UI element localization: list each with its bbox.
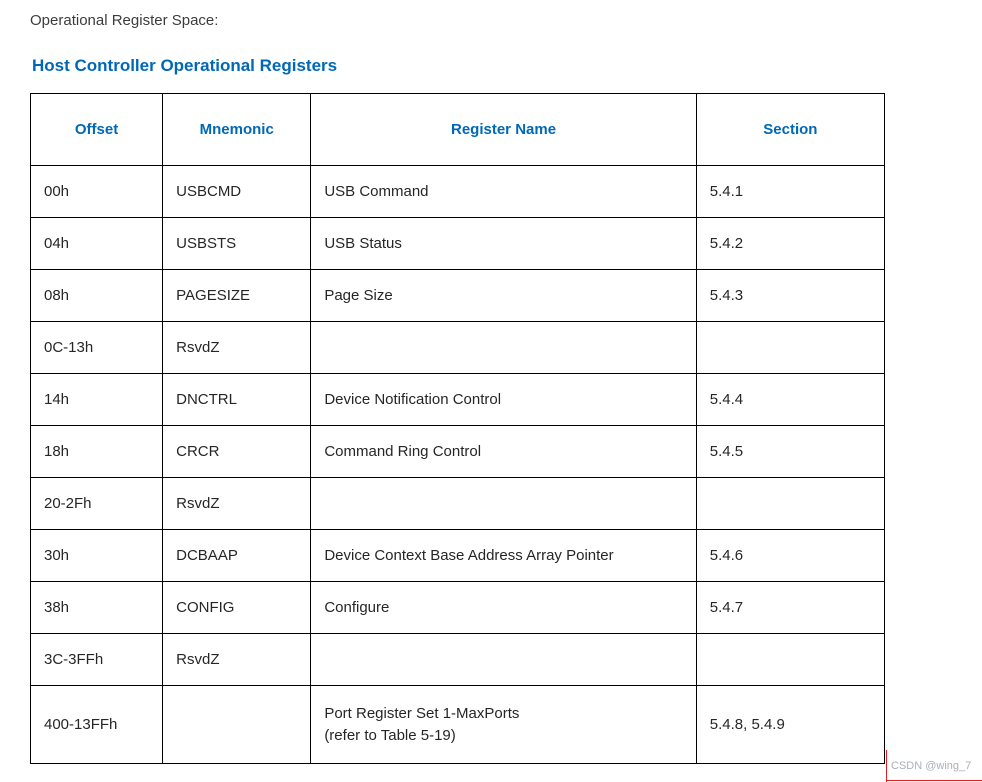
- cell-register-name: Port Register Set 1-MaxPorts (refer to T…: [310, 685, 697, 764]
- table-row: 0C-13h RsvdZ: [29, 321, 886, 374]
- table-row: 20-2Fh RsvdZ: [29, 477, 886, 530]
- table-body: 00h USBCMD USB Command 5.4.1 04h USBSTS …: [29, 165, 886, 764]
- cell-offset: 18h: [29, 425, 164, 478]
- header-register-name: Register Name: [310, 93, 697, 166]
- table-row: 04h USBSTS USB Status 5.4.2: [29, 217, 886, 270]
- cell-offset: 04h: [29, 217, 164, 270]
- header-row: Offset Mnemonic Register Name Section: [29, 93, 886, 166]
- intro-text: Operational Register Space:: [30, 12, 219, 29]
- cell-mnemonic: USBCMD: [162, 165, 312, 218]
- table-header: Offset Mnemonic Register Name Section: [29, 93, 886, 166]
- cell-section: [695, 477, 886, 530]
- table-title: Host Controller Operational Registers: [32, 56, 338, 75]
- cell-register-name: [310, 321, 697, 374]
- cell-register-name: [310, 477, 697, 530]
- cell-register-name: Device Notification Control: [310, 373, 697, 426]
- cell-section: [695, 321, 886, 374]
- crop-mark-horizontal: [886, 780, 982, 781]
- table-row: 18h CRCR Command Ring Control 5.4.5: [29, 425, 886, 478]
- cell-section: 5.4.8, 5.4.9: [695, 685, 886, 764]
- cell-offset: 38h: [29, 581, 164, 634]
- cell-section: 5.4.7: [695, 581, 886, 634]
- cell-mnemonic: DNCTRL: [162, 373, 312, 426]
- cell-offset: 20-2Fh: [29, 477, 164, 530]
- cell-register-name: [310, 633, 697, 686]
- cell-mnemonic: RsvdZ: [162, 321, 312, 374]
- cell-mnemonic: CONFIG: [162, 581, 312, 634]
- table-row: 400-13FFh Port Register Set 1-MaxPorts (…: [29, 685, 886, 764]
- table-row: 14h DNCTRL Device Notification Control 5…: [29, 373, 886, 426]
- header-mnemonic: Mnemonic: [162, 93, 312, 166]
- table-row: 00h USBCMD USB Command 5.4.1: [29, 165, 886, 218]
- registers-table: Offset Mnemonic Register Name Section 00…: [29, 93, 886, 764]
- cell-mnemonic: USBSTS: [162, 217, 312, 270]
- cell-offset: 08h: [29, 269, 164, 322]
- cell-section: 5.4.6: [695, 529, 886, 582]
- cell-section: 5.4.4: [695, 373, 886, 426]
- cell-section: [695, 633, 886, 686]
- cell-section: 5.4.2: [695, 217, 886, 270]
- cell-register-name: Device Context Base Address Array Pointe…: [310, 529, 697, 582]
- cell-mnemonic: PAGESIZE: [162, 269, 312, 322]
- cell-mnemonic: RsvdZ: [162, 633, 312, 686]
- table-row: 38h CONFIG Configure 5.4.7: [29, 581, 886, 634]
- cell-offset: 3C-3FFh: [29, 633, 164, 686]
- cell-section: 5.4.3: [695, 269, 886, 322]
- cell-offset: 00h: [29, 165, 164, 218]
- cell-mnemonic: DCBAAP: [162, 529, 312, 582]
- cell-mnemonic: CRCR: [162, 425, 312, 478]
- watermark: CSDN @wing_7: [891, 760, 972, 772]
- cell-section: 5.4.1: [695, 165, 886, 218]
- cell-register-name: USB Status: [310, 217, 697, 270]
- cell-mnemonic: [162, 685, 312, 764]
- cell-offset: 30h: [29, 529, 164, 582]
- cell-register-name: Configure: [310, 581, 697, 634]
- header-offset: Offset: [29, 93, 164, 166]
- cell-mnemonic: RsvdZ: [162, 477, 312, 530]
- table-row: 30h DCBAAP Device Context Base Address A…: [29, 529, 886, 582]
- cell-register-name: Command Ring Control: [310, 425, 697, 478]
- table-row: 08h PAGESIZE Page Size 5.4.3: [29, 269, 886, 322]
- cell-section: 5.4.5: [695, 425, 886, 478]
- cell-offset: 400-13FFh: [29, 685, 164, 764]
- cell-register-name: USB Command: [310, 165, 697, 218]
- crop-mark-vertical: [886, 750, 887, 782]
- cell-offset: 14h: [29, 373, 164, 426]
- header-section: Section: [695, 93, 886, 166]
- cell-register-name: Page Size: [310, 269, 697, 322]
- cell-offset: 0C-13h: [29, 321, 164, 374]
- table-row: 3C-3FFh RsvdZ: [29, 633, 886, 686]
